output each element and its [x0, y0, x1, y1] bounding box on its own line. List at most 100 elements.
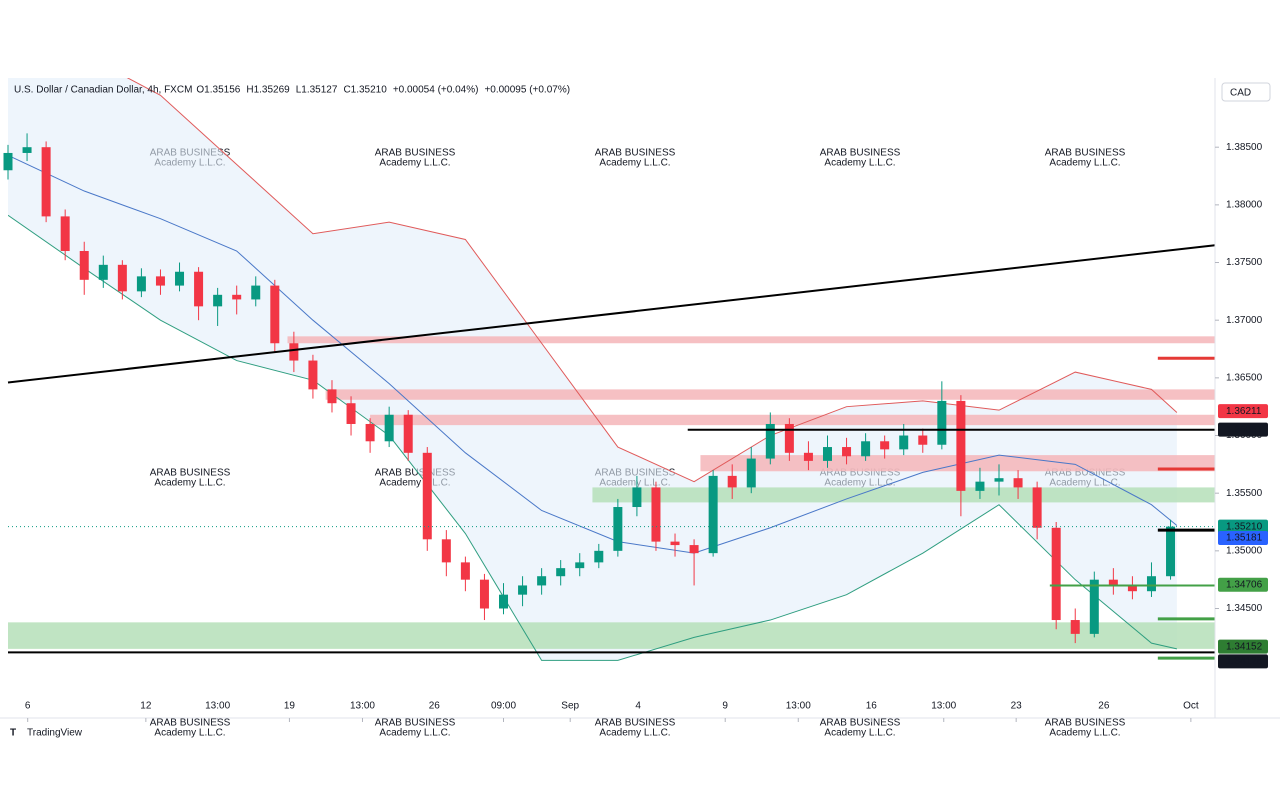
- y-tick-label: 1.35500: [1226, 488, 1263, 499]
- candle-body: [270, 285, 280, 344]
- watermark: ARAB BUSINESS: [595, 718, 676, 729]
- x-tick-label: 9: [722, 701, 728, 712]
- zone: [287, 336, 1216, 344]
- candle-body: [327, 389, 337, 404]
- x-tick-label: 13:00: [205, 701, 230, 712]
- zone: [325, 389, 1215, 400]
- candle-body: [3, 152, 13, 171]
- candle-body: [155, 276, 165, 286]
- band-fill: [8, 78, 1177, 661]
- band-line: [8, 214, 1177, 661]
- candle-body: [79, 250, 89, 280]
- candle-body: [384, 414, 394, 442]
- candle-body: [289, 343, 299, 361]
- candle-body: [251, 285, 261, 300]
- watermark: ARAB BUSINESS: [595, 148, 676, 159]
- watermark-sub: Academy L.L.C.: [599, 158, 670, 169]
- trendline: [7, 244, 1216, 384]
- candle-body: [803, 452, 813, 461]
- candle-body: [594, 550, 604, 563]
- candle-body: [460, 562, 470, 580]
- candle-body: [441, 539, 451, 563]
- candle-body: [880, 441, 890, 450]
- watermark-sub: Academy L.L.C.: [154, 728, 225, 739]
- candle-body: [1146, 576, 1156, 592]
- candle-body: [403, 414, 413, 453]
- watermark-sub: Academy L.L.C.: [379, 728, 450, 739]
- brand: TradingView: [27, 728, 83, 739]
- price-label-box: [1218, 530, 1268, 545]
- price-label: 1.35181: [1226, 533, 1263, 544]
- candle-body: [556, 568, 566, 577]
- header-value: +0.00095 (+0.07%): [484, 85, 570, 96]
- watermark-sub: Academy L.L.C.: [599, 728, 670, 739]
- candle-body: [613, 507, 623, 551]
- price-label: 1.36211: [1226, 406, 1262, 417]
- candle-body: [346, 403, 356, 424]
- candle-body: [765, 423, 775, 459]
- candle-body: [1070, 620, 1080, 634]
- candle-body: [899, 435, 909, 450]
- x-tick-label: 23: [1011, 701, 1023, 712]
- candle-body: [689, 545, 699, 554]
- brand-logo: T: [10, 728, 16, 739]
- x-tick-label: 09:00: [491, 701, 516, 712]
- x-tick-label: Sep: [561, 701, 579, 712]
- candle-body: [937, 400, 947, 445]
- y-tick-label: 1.38500: [1226, 142, 1263, 153]
- y-tick-label: 1.36500: [1226, 372, 1263, 383]
- chart-title: U.S. Dollar / Canadian Dollar, 4h, FXCM: [14, 85, 192, 96]
- price-label: 1.34152: [1226, 641, 1263, 652]
- candle-body: [670, 541, 680, 546]
- watermark-sub: Academy L.L.C.: [1049, 158, 1120, 169]
- candle-body: [308, 360, 318, 390]
- candle-body: [651, 487, 661, 542]
- watermark-sub: Academy L.L.C.: [824, 158, 895, 169]
- price-label-box: [1218, 577, 1268, 592]
- candle-body: [365, 423, 375, 442]
- candle-body: [1108, 579, 1118, 586]
- header-value: H1.35269: [246, 85, 290, 96]
- x-tick-label: Oct: [1183, 701, 1199, 712]
- y-tick-label: 1.34500: [1226, 603, 1263, 614]
- currency-box[interactable]: [1221, 82, 1271, 102]
- header-values: O1.35156 H1.35269 L1.35127 C1.35210 +0.00054…: [196, 85, 570, 96]
- candle-body: [918, 435, 928, 445]
- candle-body: [1051, 527, 1061, 621]
- x-tick-label: 13:00: [350, 701, 375, 712]
- watermark-sub: Academy L.L.C.: [1049, 728, 1120, 739]
- candle-body: [60, 216, 70, 251]
- watermark: ARAB BUSINESS: [375, 148, 456, 159]
- watermark: ARAB BUSINESS: [820, 148, 901, 159]
- candle-body: [842, 447, 852, 457]
- candle-body: [632, 487, 642, 508]
- band-line: [126, 78, 1178, 483]
- watermark: ARAB BUSINESS: [150, 468, 231, 479]
- x-tick-label: 13:00: [931, 701, 956, 712]
- watermark: ARAB BUSINESS: [375, 718, 456, 729]
- candle-body: [41, 147, 51, 217]
- candle-body: [1166, 526, 1176, 577]
- watermark: ARAB BUSINESS: [375, 468, 456, 479]
- candle-body: [232, 294, 242, 300]
- price-label-box: [1218, 404, 1268, 419]
- candle-body: [956, 400, 966, 491]
- watermark: ARAB BUSINESS: [150, 718, 231, 729]
- x-tick-label: 19: [284, 701, 296, 712]
- watermark-sub: Academy L.L.C.: [824, 728, 895, 739]
- candle-body: [422, 452, 432, 540]
- watermark: ARAB BUSINESS: [1045, 148, 1126, 159]
- y-tick-label: 1.37000: [1226, 315, 1263, 326]
- zone: [8, 622, 1215, 649]
- candle-body: [861, 441, 871, 457]
- watermark-sub: Academy L.L.C.: [379, 478, 450, 489]
- watermark: ARAB BUSINESS: [820, 718, 901, 729]
- watermark-sub: Academy L.L.C.: [154, 478, 225, 489]
- currency: CAD: [1230, 88, 1251, 99]
- candle-body: [213, 294, 223, 307]
- candle-body: [994, 478, 1004, 482]
- candle-body: [518, 585, 528, 595]
